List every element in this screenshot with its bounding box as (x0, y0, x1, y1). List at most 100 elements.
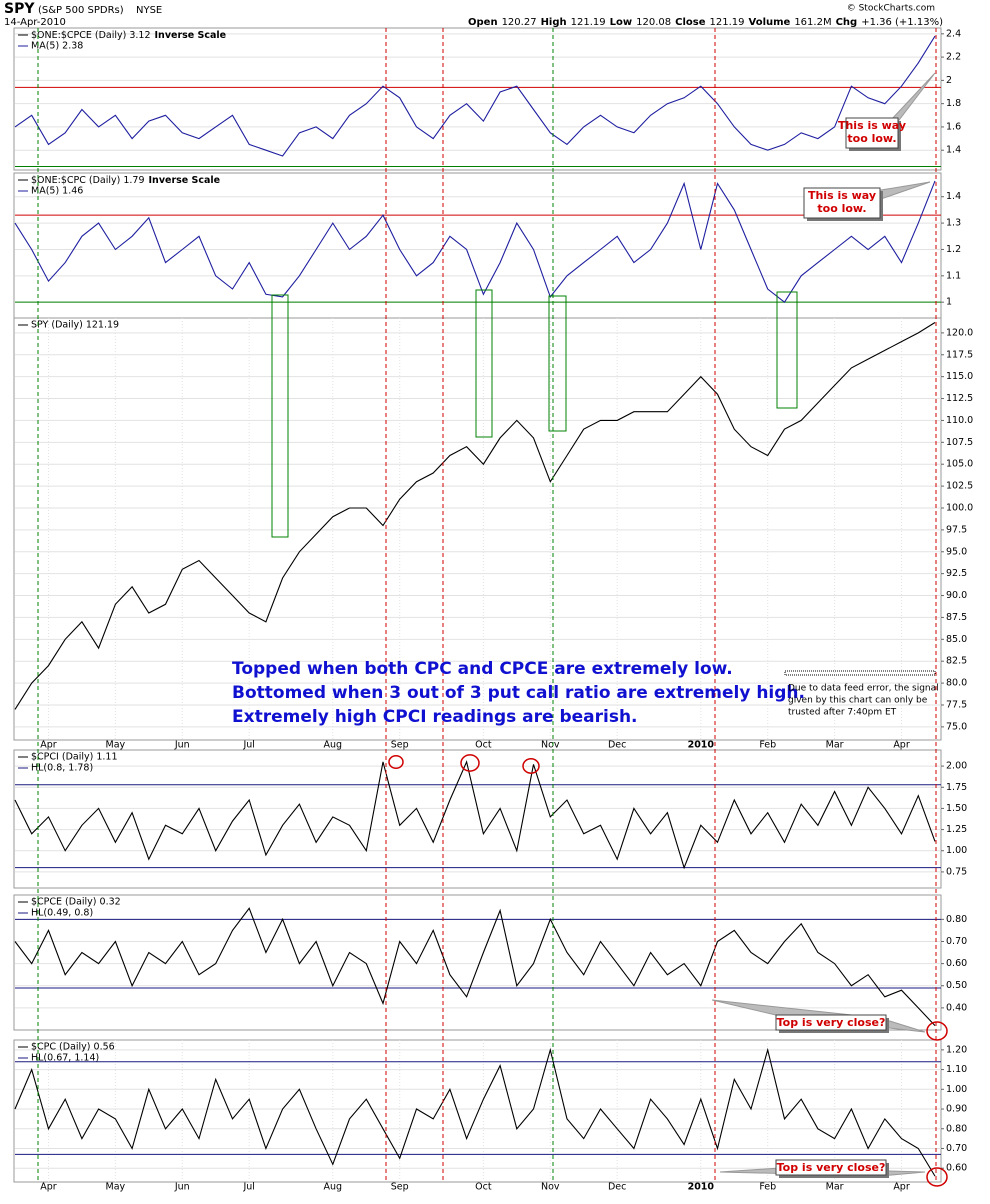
y-tick-label: 115.0 (946, 371, 973, 382)
note-border (784, 670, 936, 676)
y-tick-label: 2.4 (946, 28, 961, 39)
y-tick-label: 0.40 (946, 1002, 967, 1013)
annotation: Extremely high CPCI readings are bearish… (232, 707, 638, 727)
note: Due to data feed error, the signal (788, 684, 939, 694)
panel-frame (13, 749, 942, 889)
highlight-circle (460, 754, 480, 772)
y-tick-label: 107.5 (946, 437, 973, 448)
callout-box (775, 1014, 887, 1031)
stat-value: 120.08 (636, 17, 671, 28)
panel-frame (13, 27, 942, 171)
legend-note: Inverse Scale (155, 30, 227, 41)
y-tick-label: 0.70 (946, 936, 967, 947)
y-tick-label: 1.8 (946, 98, 961, 109)
series-line (14, 907, 936, 1026)
legend-label: HL(0.49, 0.8) (31, 908, 93, 919)
credit: © StockCharts.com (847, 4, 935, 14)
y-tick-label: 80.0 (946, 678, 967, 689)
legend-title-text: $ONE:$CPCE (Daily) 3.12 (31, 30, 151, 41)
annotation: Topped when both CPC and CPCE are extrem… (232, 659, 733, 679)
y-tick-label: 120.0 (946, 327, 973, 338)
y-tick-label: 1.20 (946, 1044, 967, 1055)
highlight-box (548, 295, 567, 432)
x-tick-label: Jun (174, 1182, 190, 1193)
x-tick-label: Dec (608, 740, 626, 751)
y-tick-label: 0.90 (946, 1104, 967, 1115)
x-tick-label: Dec (608, 1182, 626, 1193)
stat-label: Close (675, 17, 706, 28)
y-tick-label: 100.0 (946, 502, 973, 513)
y-tick-label: 2.00 (946, 761, 967, 772)
stat-value: 121.19 (571, 17, 606, 28)
symbol: SPY (4, 1, 35, 17)
x-tick-label: Sep (391, 740, 409, 751)
callout-text: Top is very close? (777, 1161, 886, 1174)
stat-value: 120.27 (502, 17, 537, 28)
x-tick-label: Apr (893, 740, 910, 751)
note: given by this chart can only be (788, 696, 928, 706)
x-tick-label: Oct (475, 740, 492, 751)
header-stat: Low 120.08 (610, 17, 671, 28)
x-tick-label: Apr (893, 1182, 910, 1193)
callout-text: too low. (817, 202, 866, 215)
stat-value: +1.36 (+1.13%) (861, 17, 943, 28)
y-tick-label: 102.5 (946, 481, 973, 492)
highlight-circle (926, 1167, 948, 1187)
x-tick-label: Aug (324, 1182, 343, 1193)
header-stat: Open 120.27 (468, 17, 537, 28)
x-tick-label: Feb (759, 740, 776, 751)
y-tick-label: 75.0 (946, 721, 967, 732)
y-tick-label: 1.4 (946, 191, 961, 202)
note: trusted after 7:40pm ET (788, 708, 897, 718)
panel-frame (13, 894, 942, 1031)
x-tick-label: Apr (40, 740, 57, 751)
legend-title: $ONE:$CPC (Daily) 1.79 Inverse Scale (31, 175, 220, 186)
header-stat: Chg +1.36 (+1.13%) (836, 17, 943, 28)
y-tick-label: 0.75 (946, 866, 967, 877)
y-tick-label: 0.50 (946, 980, 967, 991)
legend-label: $CPC (Daily) 0.56 (31, 1042, 115, 1053)
y-tick-label: 1.75 (946, 782, 967, 793)
y-tick-label: 1 (946, 297, 952, 308)
y-tick-label: 92.5 (946, 568, 967, 579)
x-tick-label: 2010 (688, 740, 715, 751)
y-tick-label: 1.4 (946, 145, 961, 156)
y-tick-label: 90.0 (946, 590, 967, 601)
x-tick-label: Jul (242, 740, 254, 751)
y-tick-label: 97.5 (946, 524, 967, 535)
series-line (14, 760, 936, 870)
x-tick-label: May (106, 1182, 126, 1193)
legend-label: SPY (Daily) 121.19 (31, 320, 119, 331)
x-tick-label: Apr (40, 1182, 57, 1193)
header-stat: Close 121.19 (675, 17, 744, 28)
y-tick-label: 117.5 (946, 349, 973, 360)
highlight-box (475, 289, 493, 438)
x-tick-label: Mar (826, 740, 844, 751)
series-line (14, 1047, 936, 1177)
legend-label: MA(5) 2.38 (31, 41, 83, 52)
legend-label: $CPCI (Daily) 1.11 (31, 752, 117, 763)
y-tick-label: 1.3 (946, 218, 961, 229)
callout-text: Top is very close? (777, 1016, 886, 1029)
y-tick-label: 82.5 (946, 656, 967, 667)
y-tick-label: 1.50 (946, 803, 967, 814)
y-tick-label: 85.0 (946, 634, 967, 645)
y-tick-label: 112.5 (946, 393, 973, 404)
legend-label: MA(5) 1.46 (31, 186, 83, 197)
x-tick-label: Oct (475, 1182, 492, 1193)
x-tick-label: 2010 (688, 1182, 715, 1193)
stat-value: 121.19 (710, 17, 745, 28)
x-tick-label: Feb (759, 1182, 776, 1193)
x-tick-label: Jul (242, 1182, 254, 1193)
legend-title-text: $ONE:$CPC (Daily) 1.79 (31, 175, 145, 186)
panel-frame (13, 317, 942, 741)
legend-title: $ONE:$CPCE (Daily) 3.12 Inverse Scale (31, 30, 226, 41)
exchange: NYSE (136, 5, 162, 16)
x-tick-label: May (106, 740, 126, 751)
y-tick-label: 77.5 (946, 699, 967, 710)
annotation: Bottomed when 3 out of 3 put call ratio … (232, 683, 805, 703)
legend-note: Inverse Scale (149, 175, 221, 186)
highlight-circle (522, 758, 540, 774)
legend-label: HL(0.67, 1.14) (31, 1053, 99, 1064)
symbol-name: (S&P 500 SPDRs) (38, 5, 124, 16)
